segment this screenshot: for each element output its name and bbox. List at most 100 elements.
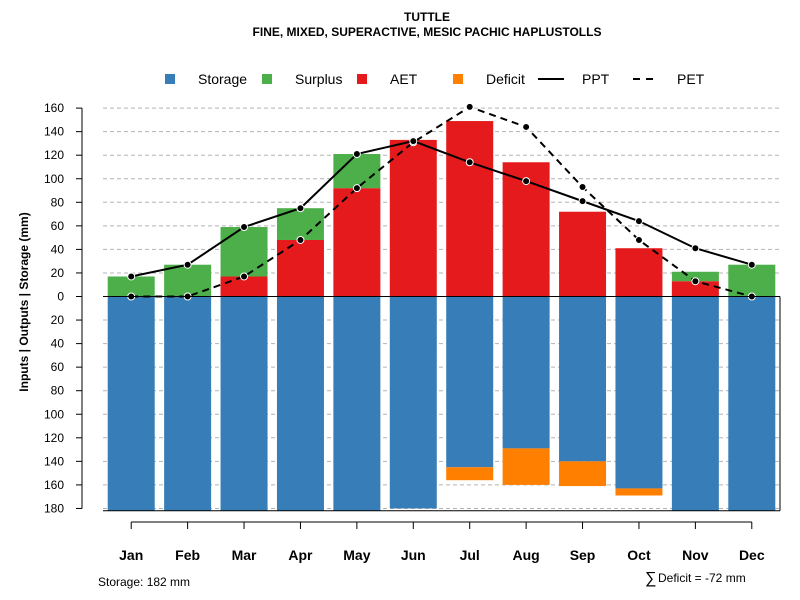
y-tick-label: 180 — [44, 501, 64, 515]
x-tick-label: Nov — [682, 547, 709, 563]
surplus-bar — [107, 276, 155, 297]
deficit-bar — [502, 448, 550, 485]
ppt-point — [747, 260, 756, 269]
ppt-point — [352, 150, 361, 159]
ppt-point — [127, 272, 136, 281]
y-tick-label: 0 — [57, 290, 64, 304]
aet-bar — [333, 188, 381, 297]
legend-label-ppt: PPT — [582, 71, 610, 87]
deficit-bar — [615, 488, 663, 496]
aet-bar — [615, 248, 663, 297]
x-tick-label: Apr — [288, 547, 313, 563]
pet-point — [634, 235, 643, 244]
storage-bar — [107, 296, 155, 511]
pet-point — [296, 235, 305, 244]
y-tick-label: 40 — [51, 242, 65, 256]
y-tick-label: 120 — [44, 148, 64, 162]
legend-swatch-deficit — [453, 74, 463, 84]
legend: Storage Surplus AET Deficit PPT PET — [165, 71, 705, 87]
legend-label-surplus: Surplus — [295, 71, 342, 87]
legend-label-aet: AET — [390, 71, 418, 87]
y-tick-label: 60 — [51, 219, 65, 233]
y-tick-label: 40 — [51, 337, 65, 351]
storage-footnote: Storage: 182 mm — [98, 575, 190, 589]
pet-point — [691, 277, 700, 286]
pet-point — [352, 184, 361, 193]
chart-subtitle: FINE, MIXED, SUPERACTIVE, MESIC PACHIC H… — [253, 25, 602, 39]
deficit-bar — [559, 461, 607, 487]
aet-bar — [220, 276, 268, 297]
y-tick-label: 20 — [51, 313, 65, 327]
x-tick-label: Oct — [627, 547, 651, 563]
aet-bar — [559, 211, 607, 297]
y-tick-label: 80 — [51, 384, 65, 398]
pet-point — [522, 122, 531, 131]
deficit-bar — [446, 467, 494, 481]
bars — [107, 121, 776, 511]
y-tick-label: 160 — [44, 101, 64, 115]
storage-bar — [671, 296, 719, 511]
ppt-point — [465, 158, 474, 167]
ppt-line — [131, 140, 753, 278]
storage-bar — [615, 296, 663, 489]
storage-bar — [389, 296, 437, 509]
pet-point — [578, 182, 587, 191]
legend-swatch-storage — [165, 74, 175, 84]
aet-bar — [276, 239, 324, 297]
x-tick-label: Jul — [460, 547, 480, 563]
surplus-bar — [728, 264, 776, 297]
x-tick-label: Dec — [739, 547, 765, 563]
storage-bar — [276, 296, 324, 511]
storage-bar — [446, 296, 494, 468]
x-tick-label: Jan — [119, 547, 143, 563]
y-tick-label: 160 — [44, 478, 64, 492]
chart-title: TUTTLE — [404, 10, 450, 24]
ppt-point — [296, 204, 305, 213]
legend-swatch-surplus — [262, 74, 272, 84]
axes: 160 140 120 100 80 60 40 20 0 20 40 60 80 100 120 140 16… — [44, 101, 781, 563]
x-tick-label: May — [343, 547, 370, 563]
legend-label-deficit: Deficit — [486, 71, 525, 87]
x-tick-label: Mar — [232, 547, 257, 563]
legend-label-pet: PET — [677, 71, 705, 87]
legend-swatch-aet — [357, 74, 367, 84]
ppt-point — [634, 217, 643, 226]
legend-label-storage: Storage — [198, 71, 247, 87]
pet-point — [465, 102, 474, 111]
gridlines — [103, 107, 780, 509]
x-tick-label: Sep — [570, 547, 596, 563]
aet-bar — [389, 139, 437, 297]
ppt-point — [691, 244, 700, 253]
y-tick-label: 100 — [44, 172, 64, 186]
y-tick-label: 120 — [44, 431, 64, 445]
y-tick-label: 100 — [44, 407, 64, 421]
storage-bar — [333, 296, 381, 511]
pet-point — [240, 272, 249, 281]
surplus-bar — [671, 271, 719, 282]
surplus-bar — [220, 227, 268, 277]
x-tick-label: Aug — [513, 547, 540, 563]
y-tick-label: 140 — [44, 454, 64, 468]
pet-line — [131, 105, 753, 298]
ppt-point — [578, 197, 587, 206]
storage-bar — [559, 296, 607, 462]
storage-bar — [164, 296, 212, 511]
storage-bar — [502, 296, 550, 449]
ppt-point — [240, 223, 249, 232]
ppt-point — [409, 137, 418, 146]
storage-bar — [220, 296, 268, 511]
sum-symbol: ∑ — [645, 570, 656, 587]
x-tick-label: Feb — [175, 547, 200, 563]
surplus-bar — [333, 154, 381, 189]
surplus-bar — [164, 264, 212, 297]
series-lines — [127, 102, 756, 301]
y-axis-label: Inputs | Outputs | Storage (mm) — [17, 212, 31, 391]
ppt-point — [522, 177, 531, 186]
y-tick-label: 60 — [51, 360, 65, 374]
y-tick-label: 80 — [51, 195, 65, 209]
ppt-point — [183, 260, 192, 269]
y-tick-label: 20 — [51, 266, 65, 280]
y-tick-label: 140 — [44, 125, 64, 139]
x-tick-label: Jun — [401, 547, 426, 563]
